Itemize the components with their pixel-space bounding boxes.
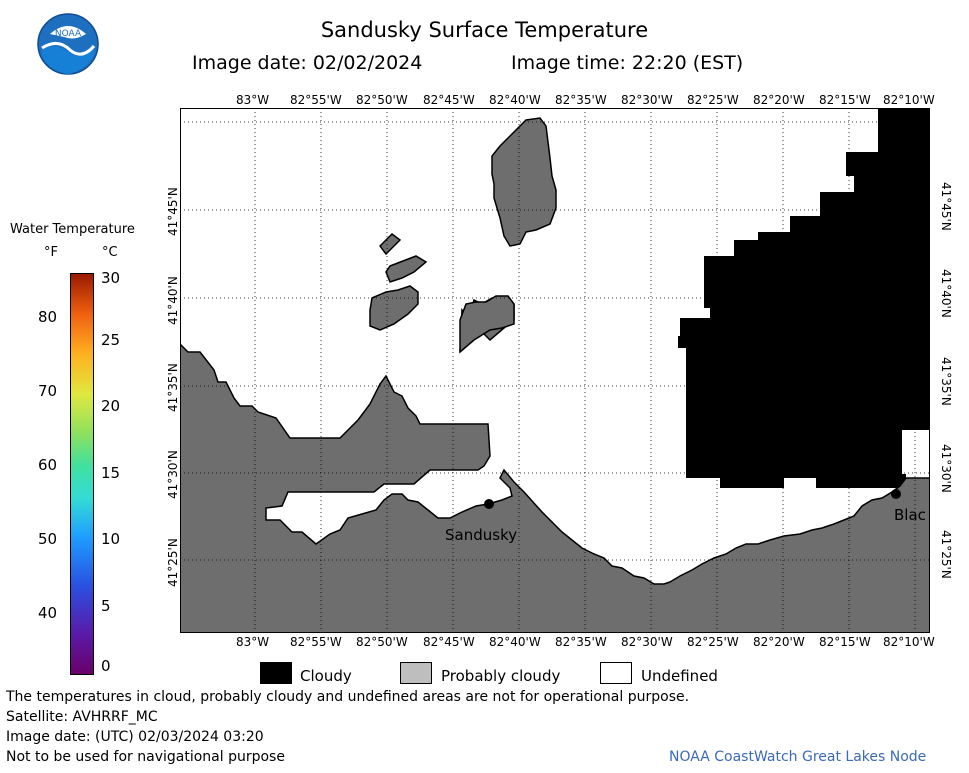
lon-label: 82°20'W — [753, 635, 805, 649]
noaa-logo: NOAA — [36, 12, 100, 76]
f-tick: 70 — [38, 382, 58, 400]
lon-label: 82°10'W — [883, 635, 935, 649]
graticule — [180, 108, 930, 633]
lat-label: 41°45'N — [939, 182, 953, 231]
f-tick: 40 — [38, 604, 58, 622]
lon-label: 83°W — [236, 635, 270, 649]
kelleys-island-outline — [459, 295, 515, 354]
land-south-shore — [180, 342, 930, 633]
lat-label: 41°25'N — [939, 530, 953, 579]
image-date: Image date: 02/02/2024 — [192, 52, 423, 74]
c-tick: 25 — [101, 331, 121, 349]
unit-celsius: °C — [102, 245, 118, 260]
map-frame — [180, 108, 930, 633]
noaa-credit: NOAA CoastWatch Great Lakes Node — [669, 749, 927, 765]
lon-label: 82°50'W — [356, 635, 408, 649]
lon-label: 82°45'W — [423, 93, 475, 107]
lon-label: 82°25'W — [687, 635, 739, 649]
c-tick: 30 — [101, 269, 121, 287]
lat-label: 41°40'N — [166, 276, 180, 325]
lon-label: 82°30'W — [621, 635, 673, 649]
probably-cloudy-swatch — [400, 662, 432, 684]
c-tick: 10 — [101, 530, 121, 548]
small-island-2 — [385, 255, 428, 283]
svg-text:NOAA: NOAA — [55, 29, 82, 39]
lon-label: 82°35'W — [555, 635, 607, 649]
f-tick: 60 — [38, 456, 58, 474]
lon-label: 82°20'W — [753, 93, 805, 107]
undefined-swatch — [600, 662, 632, 684]
lon-label: 82°35'W — [555, 93, 607, 107]
lon-label: 82°30'W — [621, 93, 673, 107]
city-label-blac: Blac — [894, 506, 926, 524]
sandusky-marker — [484, 499, 494, 509]
lon-label: 82°15'W — [819, 635, 871, 649]
colorbar-gradient — [70, 273, 94, 675]
unit-fahrenheit: °F — [44, 245, 58, 260]
small-island-1 — [379, 233, 402, 256]
lon-label: 82°55'W — [290, 635, 342, 649]
lon-label: 83°W — [236, 93, 270, 107]
c-tick: 0 — [101, 657, 111, 675]
lon-label: 82°10'W — [883, 93, 935, 107]
f-tick: 80 — [38, 308, 58, 326]
lon-label: 82°40'W — [489, 635, 541, 649]
probably-cloudy-label: Probably cloudy — [441, 667, 561, 685]
lon-label: 82°15'W — [819, 93, 871, 107]
blac-marker — [891, 489, 901, 499]
colorbar-title: Water Temperature — [10, 222, 135, 237]
footer-disclaimer: The temperatures in cloud, probably clou… — [6, 689, 690, 705]
lon-label: 82°55'W — [290, 93, 342, 107]
lat-label: 41°35'N — [939, 357, 953, 406]
cloudy-swatch — [260, 662, 292, 684]
noaa-logo-icon: NOAA — [37, 13, 99, 75]
map-canvas — [180, 108, 930, 633]
lon-label: 82°45'W — [423, 635, 475, 649]
lat-label: 41°25'N — [166, 538, 180, 587]
small-island-3 — [369, 285, 419, 331]
lat-label: 41°40'N — [939, 269, 953, 318]
f-tick: 50 — [38, 530, 58, 548]
lat-label: 41°30'N — [166, 450, 180, 499]
lat-label: 41°30'N — [939, 444, 953, 493]
lon-label: 82°25'W — [687, 93, 739, 107]
image-time: Image time: 22:20 (EST) — [511, 52, 744, 74]
city-label-sandusky: Sandusky — [445, 526, 518, 544]
c-tick: 20 — [101, 397, 121, 415]
c-tick: 5 — [101, 597, 111, 615]
lat-label: 41°35'N — [166, 363, 180, 412]
lat-label: 41°45'N — [166, 187, 180, 236]
map-title: Sandusky Surface Temperature — [320, 18, 649, 42]
cloudy-label: Cloudy — [300, 667, 352, 685]
lon-label: 82°40'W — [489, 93, 541, 107]
footer-navigation-warning: Not to be used for navigational purpose — [6, 749, 285, 765]
footer-utc-date: Image date: (UTC) 02/03/2024 03:20 — [6, 729, 264, 745]
pelee-island — [491, 117, 557, 247]
footer-satellite: Satellite: AVHRRF_MC — [6, 709, 158, 725]
undefined-label: Undefined — [641, 667, 718, 685]
lon-label: 82°50'W — [356, 93, 408, 107]
c-tick: 15 — [101, 464, 121, 482]
